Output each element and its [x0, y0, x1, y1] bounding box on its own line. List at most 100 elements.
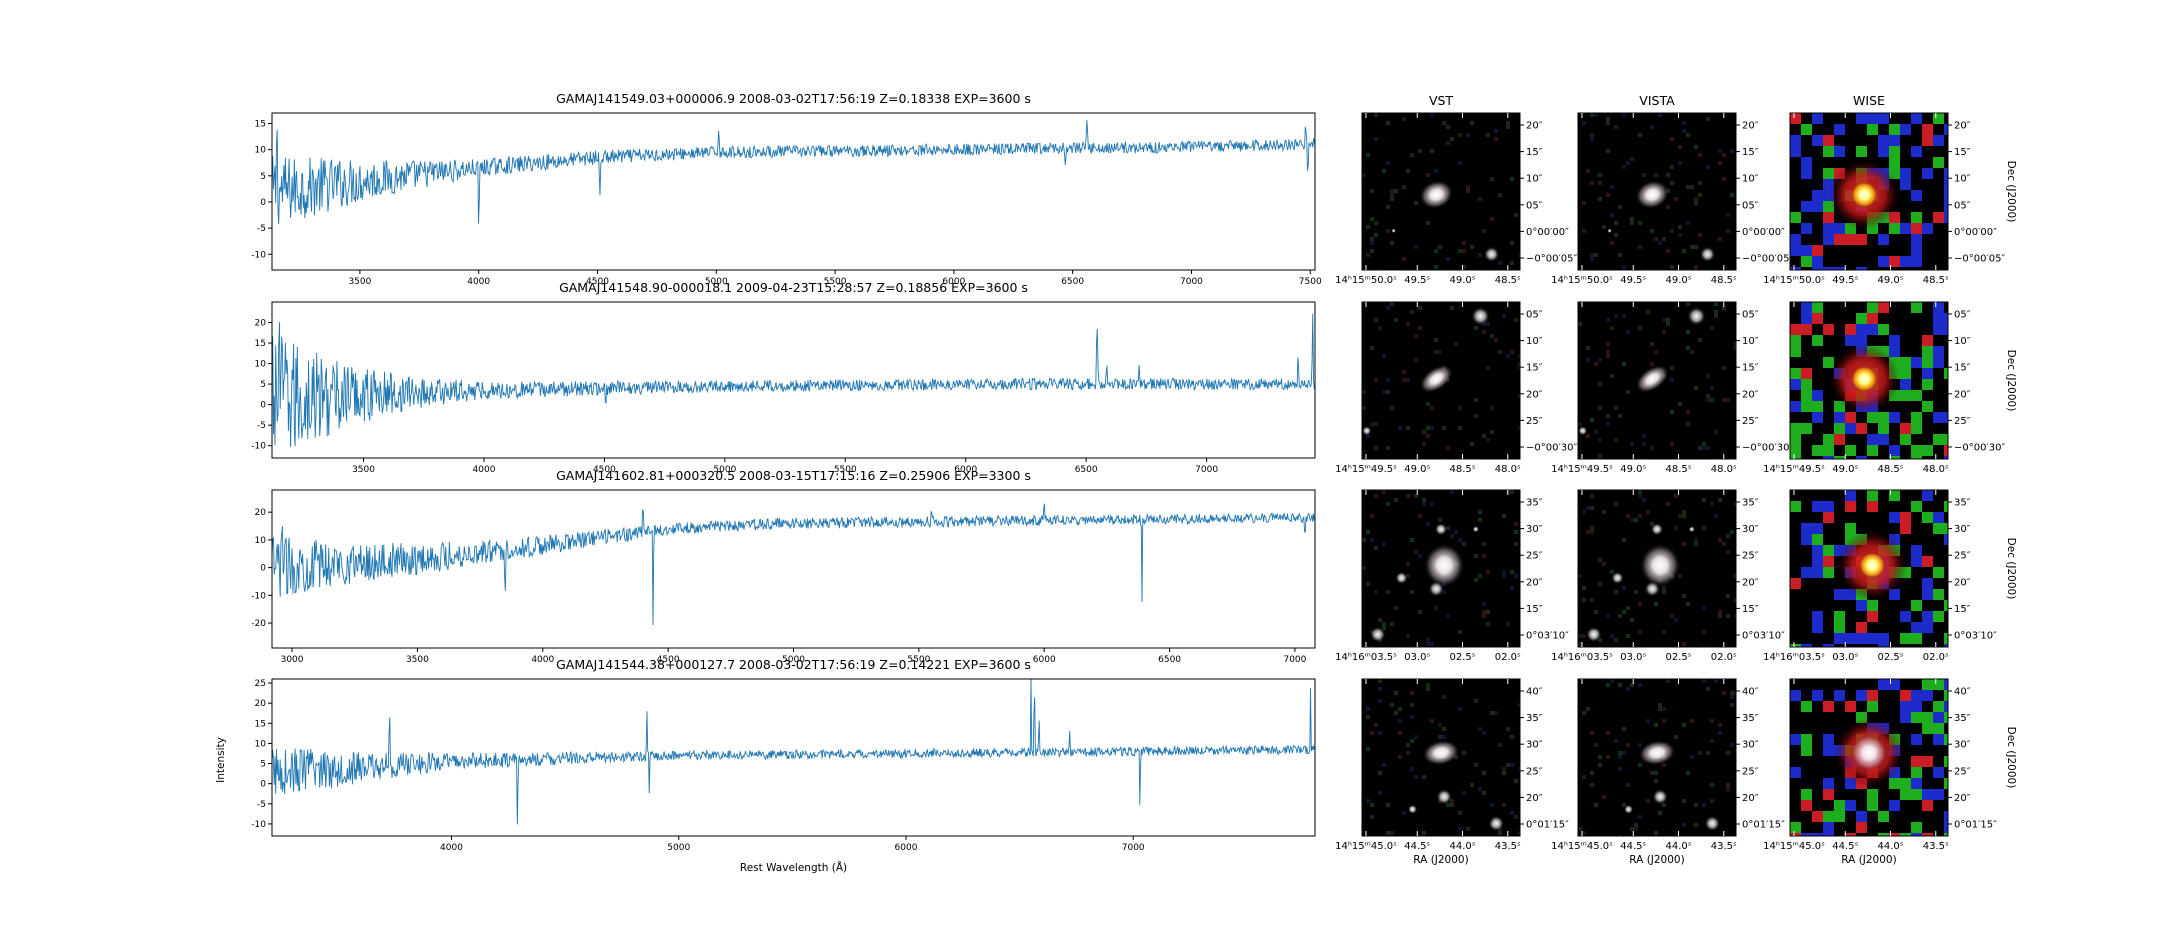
star: [1623, 804, 1634, 815]
cutout-wise-1: 14ʰ15ᵐ50.0ˢ 49.5ˢ 49.0ˢ 48.5ˢ 20″ 15″ 10″ 05″ 0°…: [1763, 112, 2017, 286]
spectrum-line-3: [272, 503, 1315, 626]
dec-tick-label: 15″: [1526, 147, 1543, 158]
ra-tick-label: 02.0ˢ: [1495, 652, 1521, 663]
dec-tick-label: 0°01′15″: [1954, 820, 1997, 831]
dec-tick-label: 10″: [1954, 174, 1971, 185]
dec-tick-label: 20″: [1526, 577, 1543, 588]
dec-tick-label: 10″: [1526, 174, 1543, 185]
cutout-frame: [1577, 678, 1737, 837]
cutout-wise-4: 14ʰ15ᵐ45.0ˢ 44.5ˢ 44.0ˢ 43.5ˢ 40″ 35″ 30″ 25″ 20…: [1763, 678, 2017, 866]
ra-tick-label: 49.0ˢ: [1450, 275, 1476, 286]
dec-tick-label: 15″: [1526, 604, 1543, 615]
x-tick-label: 5000: [667, 843, 690, 853]
dec-tick-label: 0°01′15″: [1742, 820, 1785, 831]
y-tick-label: -5: [257, 800, 266, 810]
ra-tick-label: 44.0ˢ: [1450, 841, 1476, 852]
ra-tick-label: 49.0ˢ: [1878, 275, 1904, 286]
wise-core: [1850, 364, 1879, 394]
cutout-frame: [1789, 678, 1949, 837]
ra-tick-label: 48.5ˢ: [1878, 464, 1904, 475]
cutout-frame: [1361, 489, 1521, 648]
column-title-vista: VISTA: [1639, 93, 1675, 108]
dec-tick-label: 35″: [1742, 713, 1759, 724]
dec-tick-label: 20″: [1954, 389, 1971, 400]
x-tick-label: 7500: [1299, 277, 1322, 287]
dec-tick-label: −0°00′30″: [1954, 443, 2005, 454]
cutout-vista-4: 14ʰ15ᵐ45.0ˢ 44.5ˢ 44.0ˢ 43.5ˢ 40″ 35″ 30″ 25″ 20…: [1551, 678, 1785, 866]
cutout-vista-1: 14ʰ15ᵐ50.0ˢ 49.5ˢ 49.0ˢ 48.5ˢ 20″ 15″ 10″ 05″ 0°…: [1551, 112, 1793, 286]
dec-tick-label: 10″: [1742, 336, 1759, 347]
x-tick-label: 4500: [593, 465, 616, 475]
ra-tick-label: 14ʰ15ᵐ50.0ˢ: [1335, 275, 1397, 286]
spectrum-title-4: GAMAJ141544.38+000127.7 2008-03-02T17:56…: [556, 657, 1031, 672]
ra-tick-label: 14ʰ15ᵐ45.0ˢ: [1335, 841, 1397, 852]
wise-core: [1857, 551, 1887, 580]
x-tick-label: 3500: [352, 465, 375, 475]
cutout-frame: [1577, 301, 1737, 460]
ra-tick-label: 02.0ˢ: [1711, 652, 1737, 663]
x-tick-label: 5000: [782, 655, 805, 665]
y-tick-label: 5: [260, 172, 266, 182]
ra-tick-label: 44.5ˢ: [1404, 841, 1430, 852]
y-tick-label: 10: [255, 739, 267, 749]
star: [1688, 526, 1695, 533]
cutout-vst-4: 14ʰ15ᵐ45.0ˢ 44.5ˢ 44.0ˢ 43.5ˢ 40″ 35″ 30″ 25″ 20…: [1335, 678, 1569, 866]
dec-tick-label: 0°01′15″: [1526, 820, 1569, 831]
galaxy: [1423, 543, 1465, 588]
star: [1407, 804, 1418, 815]
dec-tick-label: 10″: [1742, 174, 1759, 185]
galaxy: [1422, 739, 1460, 766]
ra-tick-label: 49.0ˢ: [1666, 275, 1692, 286]
spectrum-panel-3: 3000 3500 4000 4500 5000 5500 6000 6500 7000 -20 -…: [251, 468, 1316, 665]
y-tick-label: -5: [257, 224, 266, 234]
dec-tick-label: 25″: [1526, 416, 1543, 427]
ra-tick-label: 48.5ˢ: [1666, 464, 1692, 475]
dec-tick-label: 20″: [1954, 793, 1971, 804]
y-tick-label: 10: [255, 360, 267, 370]
ra-tick-label: 48.5ˢ: [1711, 275, 1737, 286]
dec-tick-label: 15″: [1742, 604, 1759, 615]
dec-tick-label: −0°00′05″: [1526, 254, 1577, 265]
star: [1362, 426, 1372, 436]
x-tick-label: 5000: [713, 465, 736, 475]
ra-axis-label-wise: RA (J2000): [1841, 854, 1896, 866]
galaxy: [1635, 180, 1670, 210]
cutout-frame: [1361, 678, 1521, 837]
y-tick-label: 0: [260, 564, 266, 574]
y-tick-label: -10: [251, 442, 266, 452]
ra-tick-label: 49.0ˢ: [1620, 464, 1646, 475]
y-tick-label: -10: [251, 820, 266, 830]
y-tick-label: 0: [260, 401, 266, 411]
galaxy: [1419, 364, 1454, 394]
ra-tick-label: 48.0ˢ: [1923, 464, 1949, 475]
dec-tick-label: 15″: [1742, 363, 1759, 374]
star: [1369, 626, 1386, 643]
star: [1436, 788, 1453, 805]
dec-tick-label: 05″: [1742, 310, 1759, 321]
spectrum-axes-2: [271, 301, 1316, 459]
y-tick-label: -20: [251, 619, 266, 629]
cutout-frame: [1361, 301, 1521, 460]
dec-tick-label: −0°00′30″: [1526, 443, 1577, 454]
dec-tick-label: 35″: [1526, 498, 1543, 509]
star: [1585, 626, 1602, 643]
dec-tick-label: 05″: [1742, 200, 1759, 211]
dec-tick-label: 35″: [1954, 713, 1971, 724]
dec-tick-label: 15″: [1742, 147, 1759, 158]
dec-tick-label: 25″: [1526, 766, 1543, 777]
star: [1687, 306, 1706, 326]
ra-axis-label-vst: RA (J2000): [1413, 854, 1468, 866]
dec-tick-label: 25″: [1742, 766, 1759, 777]
x-tick-label: 6500: [1158, 655, 1181, 665]
dec-tick-label: 30″: [1742, 524, 1759, 535]
x-tick-label: 4000: [473, 465, 496, 475]
ra-tick-label: 48.5ˢ: [1923, 275, 1949, 286]
spectrum-title-3: GAMAJ141602.81+000320.5 2008-03-15T17:15…: [556, 468, 1031, 483]
wise-core: [1850, 180, 1879, 209]
star: [1611, 571, 1624, 585]
ra-tick-label: 02.0ˢ: [1923, 652, 1949, 663]
ra-tick-label: 43.5ˢ: [1923, 841, 1949, 852]
dec-tick-label: 10″: [1954, 336, 1971, 347]
ra-tick-label: 14ʰ16ᵐ03.5ˢ: [1551, 652, 1613, 663]
ra-tick-label: 48.5ˢ: [1450, 464, 1476, 475]
